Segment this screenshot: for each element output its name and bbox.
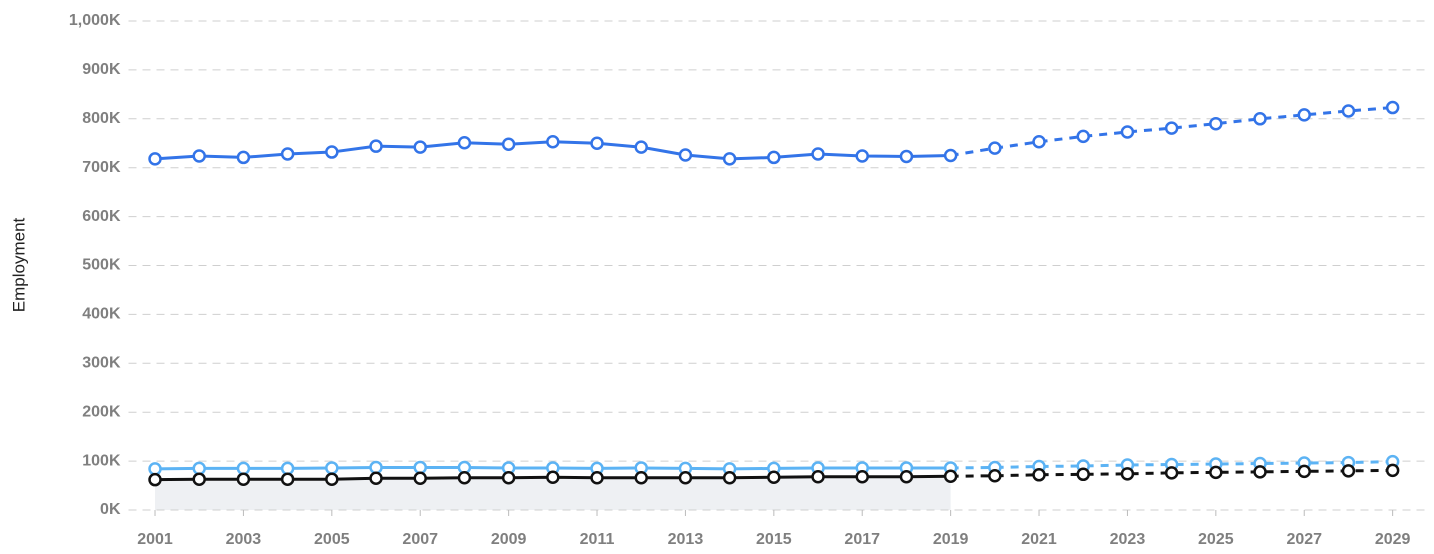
y-tick-label: 400K [82, 306, 121, 323]
point [1385, 463, 1400, 478]
point [767, 150, 781, 165]
point [1341, 104, 1356, 118]
point [634, 470, 648, 485]
point [1032, 135, 1046, 149]
x-tick-label: 2003 [226, 531, 262, 548]
point [678, 148, 693, 162]
point [413, 460, 427, 475]
point [899, 469, 914, 484]
point [855, 149, 869, 163]
point [1297, 464, 1311, 479]
point [457, 136, 472, 150]
point [192, 461, 206, 476]
point [280, 472, 295, 486]
x-tick-label: 2005 [314, 531, 350, 548]
y-tick-label: 100K [82, 452, 121, 469]
point [899, 149, 914, 164]
area [155, 476, 951, 510]
x-tick-label: 2029 [1375, 531, 1411, 548]
x-tick-label: 2023 [1110, 531, 1146, 548]
x-tick-label: 2007 [402, 531, 438, 548]
point [457, 470, 472, 485]
y-axis-title: Employment [9, 217, 28, 312]
x-tick-label: 2027 [1286, 531, 1322, 548]
point [1341, 464, 1356, 478]
x-tick-label: 2011 [580, 531, 615, 548]
point [280, 461, 295, 476]
point [546, 470, 560, 484]
point [590, 470, 604, 485]
y-tick-label: 800K [82, 110, 121, 127]
point [148, 152, 162, 166]
point [1164, 121, 1179, 135]
point [369, 471, 383, 485]
point [369, 139, 383, 153]
point [943, 148, 958, 163]
y-tick-label: 300K [82, 355, 121, 372]
point [148, 472, 162, 487]
point [236, 461, 251, 476]
x-tick-label: 2017 [844, 531, 880, 548]
point [988, 469, 1002, 483]
point [811, 469, 825, 484]
point [988, 141, 1002, 155]
point [236, 150, 251, 165]
point [722, 152, 737, 166]
point [192, 472, 206, 486]
point [501, 470, 516, 485]
point [855, 469, 869, 484]
point [413, 471, 427, 485]
point [546, 135, 560, 149]
point [325, 461, 339, 475]
point [236, 472, 251, 486]
point [1297, 108, 1311, 122]
y-tick-label: 700K [82, 159, 121, 176]
y-tick-label: 200K [82, 403, 121, 420]
point [634, 140, 648, 154]
x-tick-label: 2001 [137, 531, 173, 548]
x-tick-label: 2013 [668, 531, 704, 548]
point [1076, 467, 1090, 482]
point [1253, 112, 1267, 126]
point [943, 469, 958, 484]
point [413, 140, 427, 154]
point [1076, 129, 1090, 144]
point [325, 145, 339, 159]
point [1253, 465, 1267, 479]
point [767, 470, 781, 484]
point [811, 147, 825, 161]
x-tick-label: 2015 [756, 531, 792, 548]
x-tick-label: 2009 [491, 531, 527, 548]
point [1385, 100, 1400, 115]
point [325, 472, 339, 486]
point [1120, 125, 1135, 139]
point [590, 136, 604, 150]
y-tick-label: 900K [82, 61, 121, 78]
x-tick-label: 2021 [1021, 531, 1057, 548]
x-tick-label: 2025 [1198, 531, 1234, 548]
point [1209, 116, 1223, 131]
point [192, 149, 206, 163]
x-tick-label: 2019 [933, 531, 969, 548]
y-tick-label: 500K [82, 257, 121, 274]
point [501, 137, 516, 151]
point [280, 147, 295, 161]
point [148, 462, 162, 476]
point [369, 460, 383, 475]
point [1209, 465, 1223, 480]
y-tick-label: 0K [100, 501, 121, 518]
point [678, 470, 693, 485]
point [1164, 466, 1179, 480]
y-tick-label: 600K [82, 208, 121, 225]
y-tick-label: 1,000K [69, 12, 121, 29]
point [1120, 467, 1135, 481]
point [722, 470, 737, 485]
point [1032, 468, 1046, 482]
